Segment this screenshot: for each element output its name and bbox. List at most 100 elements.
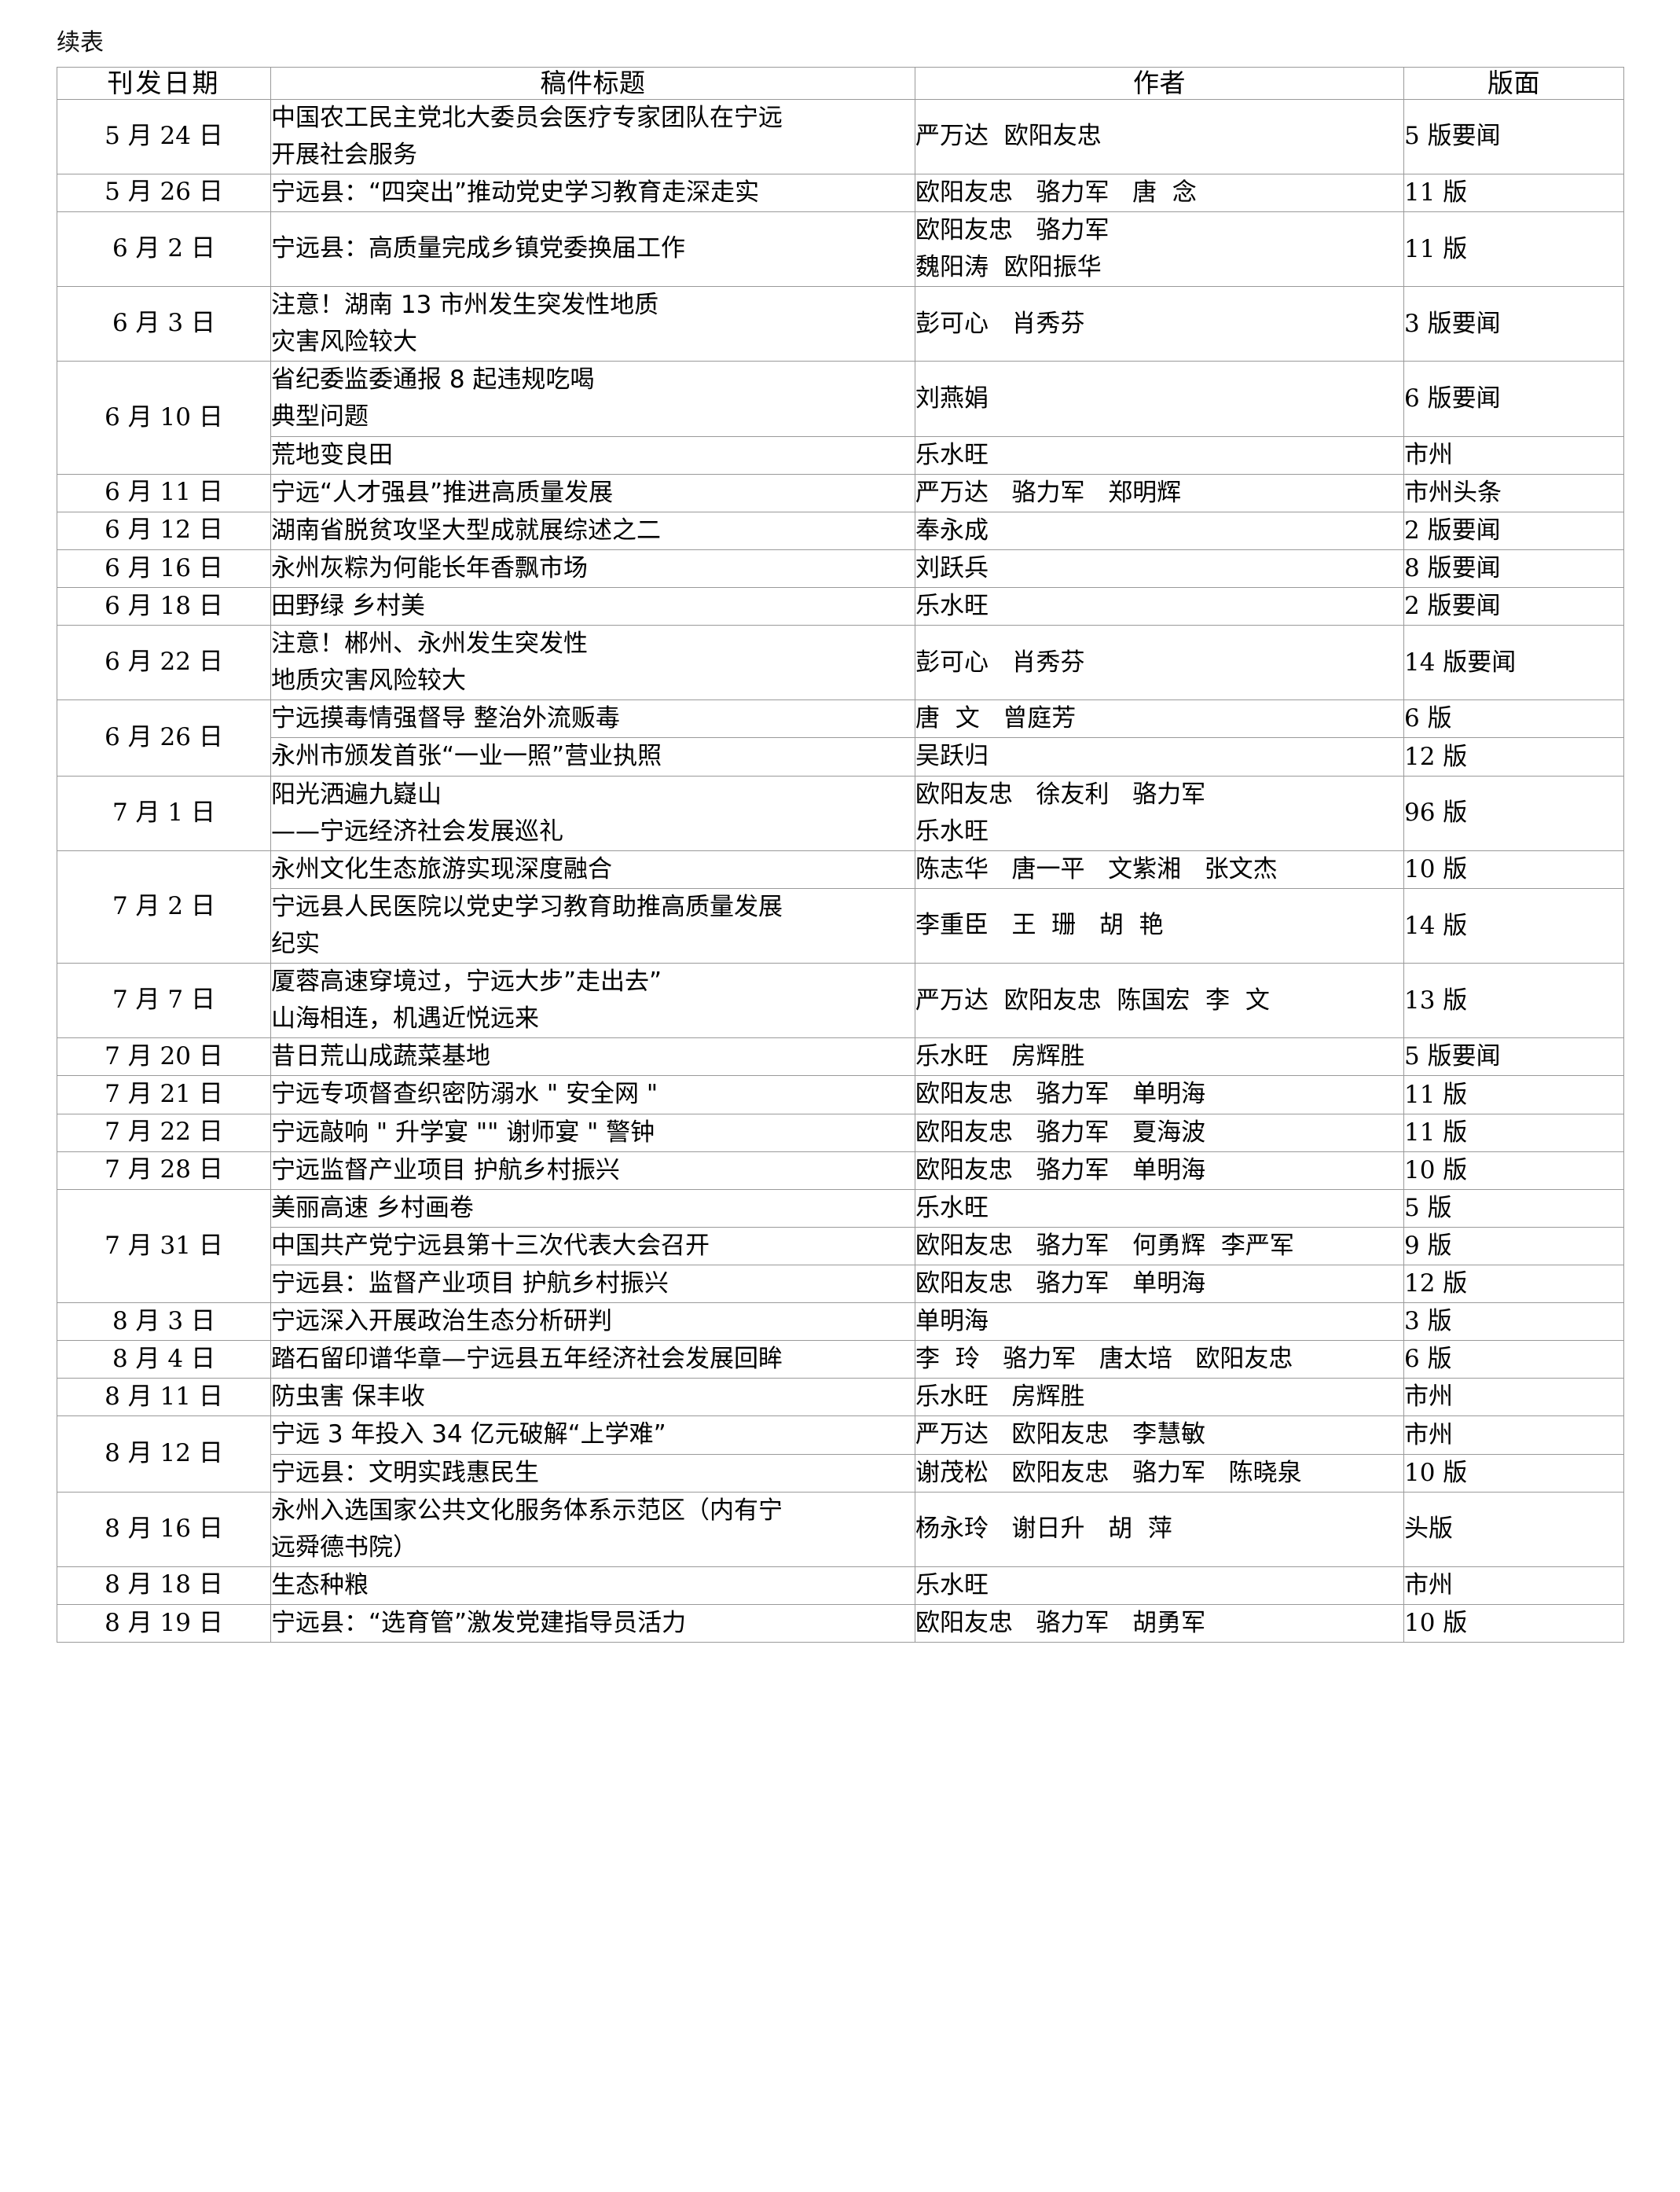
text-line: 乐水旺 房辉胜 — [915, 1382, 1085, 1412]
text-line: 乐水旺 房辉胜 — [915, 1042, 1085, 1071]
table-row: 6 月 3 日注意！湖南 13 市州发生突发性地质 灾害风险较大 彭可心 肖秀芬 3 … — [57, 286, 1624, 362]
cell-publish-date: 6 月 16 日 — [57, 549, 271, 589]
table-row: 宁远县：监督产业项目 护航乡村振兴 欧阳友忠 骆力军 单明海 12 版 — [57, 1264, 1624, 1304]
table-row: 5 月 26 日宁远县：“四突出”推动党史学习教育走深走实 欧阳友忠 骆力军 唐 … — [57, 173, 1624, 212]
text-line: 省纪委监委通报 8 起违规吃喝 — [271, 365, 595, 395]
cell-publish-date: 8 月 18 日 — [57, 1566, 271, 1605]
cell-article-title: 永州入选国家公共文化服务体系示范区（内有宁 远舜德书院） — [270, 1491, 915, 1567]
cell-page-section: 市州 — [1403, 1566, 1624, 1605]
table-body: 5 月 24 日中国农工民主党北大委员会医疗专家团队在宁远 开展社会服务 严万达 欧… — [57, 98, 1624, 1643]
text-line: 中国农工民主党北大委员会医疗专家团队在宁远 — [271, 103, 783, 132]
column-header-date: 刊发日期 — [57, 67, 271, 100]
cell-publish-date: 6 月 22 日 — [57, 625, 271, 701]
text-line: 宁远县：“四突出”推动党史学习教育走深走实 — [271, 178, 760, 207]
cell-page-section: 市州 — [1403, 1378, 1624, 1417]
table-row: 6 月 12 日湖南省脱贫攻坚大型成就展综述之二 奉永成 2 版要闻 — [57, 511, 1624, 550]
text-line: 山海相连，机遇近悦远来 — [271, 1004, 539, 1034]
cell-article-title: 中国农工民主党北大委员会医疗专家团队在宁远 开展社会服务 — [270, 98, 915, 174]
text-line: 宁远监督产业项目 护航乡村振兴 — [271, 1155, 620, 1184]
cell-authors: 欧阳友忠 骆力军 胡勇军 — [915, 1603, 1404, 1643]
cell-authors: 吴跃归 — [915, 737, 1404, 777]
table-header-row: 刊发日期 稿件标题 作者 版面 — [57, 67, 1624, 100]
cell-page-section: 6 版 — [1403, 699, 1624, 739]
cell-page-section: 11 版 — [1403, 173, 1624, 212]
table-row: 7 月 31 日美丽高速 乡村画卷 乐水旺 5 版 — [57, 1188, 1624, 1304]
text-line: 乐水旺 — [915, 1570, 989, 1599]
cell-authors: 欧阳友忠 骆力军 单明海 — [915, 1264, 1404, 1304]
cell-page-section: 14 版 — [1403, 887, 1624, 964]
text-line: 昔日荒山成蔬菜基地 — [271, 1042, 490, 1071]
text-line: 严万达 欧阳友忠 陈国宏 李 文 — [915, 986, 1270, 1015]
cell-publish-date: 7 月 1 日 — [57, 775, 271, 851]
cell-authors: 李 玲 骆力军 唐太培 欧阳友忠 — [915, 1340, 1404, 1379]
table-row: 7 月 21 日宁远专项督查织密防溺水 " 安全网 " 欧阳友忠 骆力军 单明海 1… — [57, 1075, 1624, 1114]
table-row: 8 月 4 日踏石留印谱华章—宁远县五年经济社会发展回眸 李 玲 骆力军 唐太培 … — [57, 1340, 1624, 1379]
cell-page-section: 11 版 — [1403, 211, 1624, 288]
cell-authors: 乐水旺 — [915, 587, 1404, 626]
text-line: 厦蓉高速穿境过，宁远大步”走出去” — [271, 967, 662, 997]
cell-publish-date: 7 月 21 日 — [57, 1075, 271, 1114]
cell-article-title: 生态种粮 — [270, 1566, 915, 1605]
text-line: 宁远敲响 " 升学宴 "" 谢师宴 " 警钟 — [271, 1118, 655, 1147]
cell-authors: 严万达 欧阳友忠 — [915, 98, 1404, 174]
text-line: 宁远专项督查织密防溺水 " 安全网 " — [271, 1080, 658, 1109]
text-line: 严万达 骆力军 郑明辉 — [915, 478, 1182, 507]
text-line: 欧阳友忠 骆力军 — [915, 215, 1110, 244]
text-line: 陈志华 唐一平 文紫湘 张文杰 — [915, 854, 1278, 883]
cell-article-title: 注意！湖南 13 市州发生突发性地质 灾害风险较大 — [270, 286, 915, 362]
cell-page-section: 96 版 — [1403, 775, 1624, 851]
text-line: 李重臣 王 珊 胡 艳 — [915, 911, 1164, 940]
text-line: 宁远县：“选育管”激发党建指导员活力 — [271, 1608, 687, 1637]
cell-authors: 欧阳友忠 骆力军 唐 念 — [915, 173, 1404, 212]
table-header: 刊发日期 稿件标题 作者 版面 — [57, 67, 1624, 100]
text-line: 欧阳友忠 徐友利 骆力军 — [915, 780, 1206, 809]
cell-article-title: 宁远县：文明实践惠民生 — [270, 1453, 915, 1493]
text-line: 灾害风险较大 — [271, 328, 417, 357]
text-line: 美丽高速 乡村画卷 — [271, 1193, 474, 1222]
cell-authors: 陈志华 唐一平 文紫湘 张文杰 — [915, 850, 1404, 889]
cell-article-title: 宁远县人民医院以党史学习教育助推高质量发展 纪实 — [270, 887, 915, 964]
table-row: 7 月 2 日永州文化生态旅游实现深度融合 陈志华 唐一平 文紫湘 张文杰 10 版 — [57, 850, 1624, 964]
cell-publish-date: 6 月 11 日 — [57, 473, 271, 512]
table-row: 8 月 19 日宁远县：“选育管”激发党建指导员活力 欧阳友忠 骆力军 胡勇军 10… — [57, 1603, 1624, 1643]
text-line: 杨永玲 谢日升 胡 萍 — [915, 1515, 1172, 1544]
cell-authors: 乐水旺 — [915, 1188, 1404, 1228]
cell-page-section: 10 版 — [1403, 1151, 1624, 1190]
text-line: 远舜德书院） — [271, 1533, 417, 1562]
cell-page-section: 2 版要闻 — [1403, 511, 1624, 550]
table-row: 7 月 1 日阳光洒遍九嶷山 ——宁远经济社会发展巡礼 欧阳友忠 徐友利 骆力军 乐水… — [57, 775, 1624, 851]
text-line: 彭可心 肖秀芬 — [915, 309, 1085, 338]
cell-article-title: 宁远专项督查织密防溺水 " 安全网 " — [270, 1075, 915, 1114]
cell-authors: 唐 文 曾庭芳 — [915, 699, 1404, 739]
text-line: 湖南省脱贫攻坚大型成就展综述之二 — [271, 516, 661, 545]
cell-article-title: 厦蓉高速穿境过，宁远大步”走出去” 山海相连，机遇近悦远来 — [270, 963, 915, 1039]
column-header-page: 版面 — [1403, 67, 1624, 100]
cell-authors: 乐水旺 — [915, 435, 1404, 475]
cell-page-section: 10 版 — [1403, 850, 1624, 889]
cell-page-section: 12 版 — [1403, 1264, 1624, 1304]
text-line: ——宁远经济社会发展巡礼 — [271, 817, 563, 846]
text-line: 魏阳涛 欧阳振华 — [915, 253, 1102, 282]
cell-publish-date: 6 月 2 日 — [57, 211, 271, 288]
cell-publish-date: 6 月 12 日 — [57, 511, 271, 550]
text-line: 宁远县：文明实践惠民生 — [271, 1458, 539, 1487]
text-line: 阳光洒遍九嶷山 — [271, 780, 442, 809]
cell-article-title: 田野绿 乡村美 — [270, 587, 915, 626]
column-header-author: 作者 — [915, 67, 1404, 100]
cell-page-section: 6 版 — [1403, 1340, 1624, 1379]
cell-article-title: 昔日荒山成蔬菜基地 — [270, 1037, 915, 1077]
table-row: 6 月 2 日宁远县：高质量完成乡镇党委换届工作 欧阳友忠 骆力军 魏阳涛 欧阳振华… — [57, 211, 1624, 288]
cell-authors: 刘跃兵 — [915, 549, 1404, 589]
cell-authors: 刘燕娟 — [915, 361, 1404, 437]
text-line: 中国共产党宁远县第十三次代表大会召开 — [271, 1231, 710, 1260]
text-line: 严万达 欧阳友忠 — [915, 122, 1102, 151]
cell-publish-date: 8 月 16 日 — [57, 1491, 271, 1567]
publication-records-table: 刊发日期 稿件标题 作者 版面 5 月 24 日中国农工民主党北大委员会医疗专家… — [57, 67, 1624, 1643]
text-line: 地质灾害风险较大 — [271, 666, 466, 696]
cell-article-title: 注意！郴州、永州发生突发性 地质灾害风险较大 — [270, 625, 915, 701]
table-row: 8 月 12 日宁远 3 年投入 34 亿元破解“上学难” 严万达 欧阳友忠 李慧… — [57, 1415, 1624, 1493]
text-line: 永州灰粽为何能长年香飘市场 — [271, 553, 588, 582]
text-line: 刘跃兵 — [915, 553, 989, 582]
table-row: 宁远县：文明实践惠民生 谢茂松 欧阳友忠 骆力军 陈晓泉 10 版 — [57, 1453, 1624, 1493]
cell-page-section: 8 版要闻 — [1403, 549, 1624, 589]
